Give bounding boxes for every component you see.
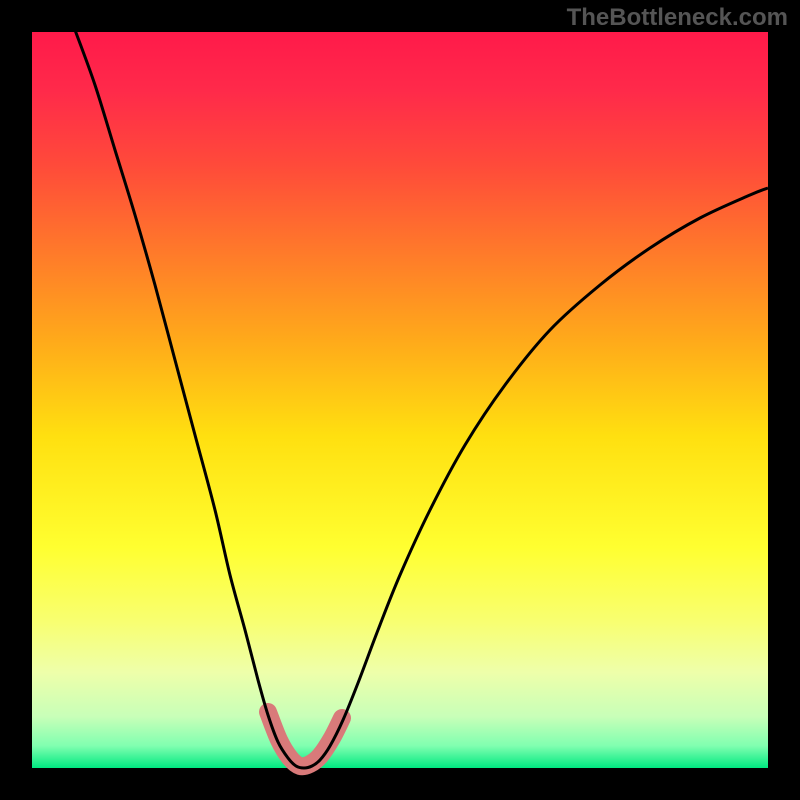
accent-marker xyxy=(268,712,342,766)
bottleneck-curve xyxy=(75,30,768,768)
chart-container: TheBottleneck.com xyxy=(0,0,800,800)
curve-layer xyxy=(0,0,800,800)
watermark-text: TheBottleneck.com xyxy=(567,4,788,32)
